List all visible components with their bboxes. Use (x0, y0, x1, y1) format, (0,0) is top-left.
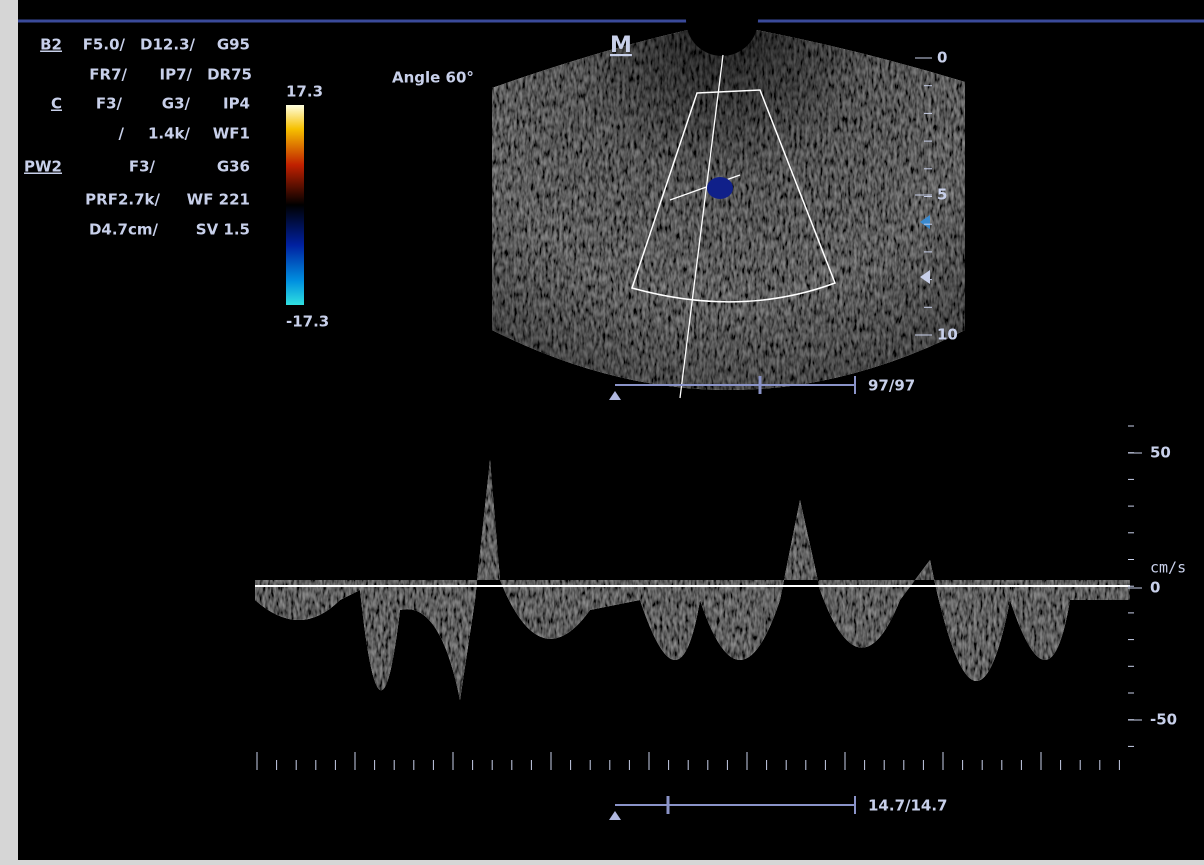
orientation-marker: M (610, 33, 632, 58)
parameter: WF 221 (187, 191, 250, 209)
parameter: D12.3/ (140, 36, 195, 54)
mode-label: B2 (40, 36, 62, 54)
parameter: DR75 (207, 66, 252, 84)
depth-label: 0 (937, 49, 947, 67)
color-flow (707, 177, 733, 199)
parameter: FR7/ (89, 66, 127, 84)
depth-label: 10 (937, 326, 958, 344)
depth-label: 5 (937, 186, 947, 204)
ultrasound-screen: 17.3 -17.3 Angle 60° M 97/97 cm/s 14.7/1… (0, 0, 1204, 865)
parameter: F5.0/ (83, 36, 126, 54)
parameter: / (119, 125, 125, 143)
parameter: WF1 (213, 125, 250, 143)
parameter: F3/ (96, 95, 123, 113)
parameter: G95 (217, 36, 250, 54)
parameter: IP4 (223, 95, 250, 113)
color-bar (286, 105, 304, 305)
b-mode-sector (492, 30, 965, 390)
time-counter: 14.7/14.7 (868, 797, 948, 815)
parameter: PRF2.7k/ (85, 191, 160, 209)
frame-counter: 97/97 (868, 377, 915, 395)
parameter: G36 (217, 158, 250, 176)
parameter: IP7/ (160, 66, 193, 84)
mode-label: PW2 (24, 158, 62, 176)
velocity-label: 0 (1150, 579, 1160, 597)
velocity-unit: cm/s (1150, 559, 1186, 577)
velocity-label: -50 (1150, 711, 1177, 729)
parameter: F3/ (129, 158, 156, 176)
parameter: 1.4k/ (148, 125, 191, 143)
angle-label: Angle 60° (392, 69, 474, 87)
color-scale-max: 17.3 (286, 83, 323, 101)
parameter: G3/ (162, 95, 191, 113)
velocity-label: 50 (1150, 444, 1171, 462)
parameter: D4.7cm/ (89, 221, 159, 239)
parameter: SV 1.5 (196, 221, 250, 239)
color-scale-min: -17.3 (286, 313, 329, 331)
mode-label: C (51, 95, 62, 113)
